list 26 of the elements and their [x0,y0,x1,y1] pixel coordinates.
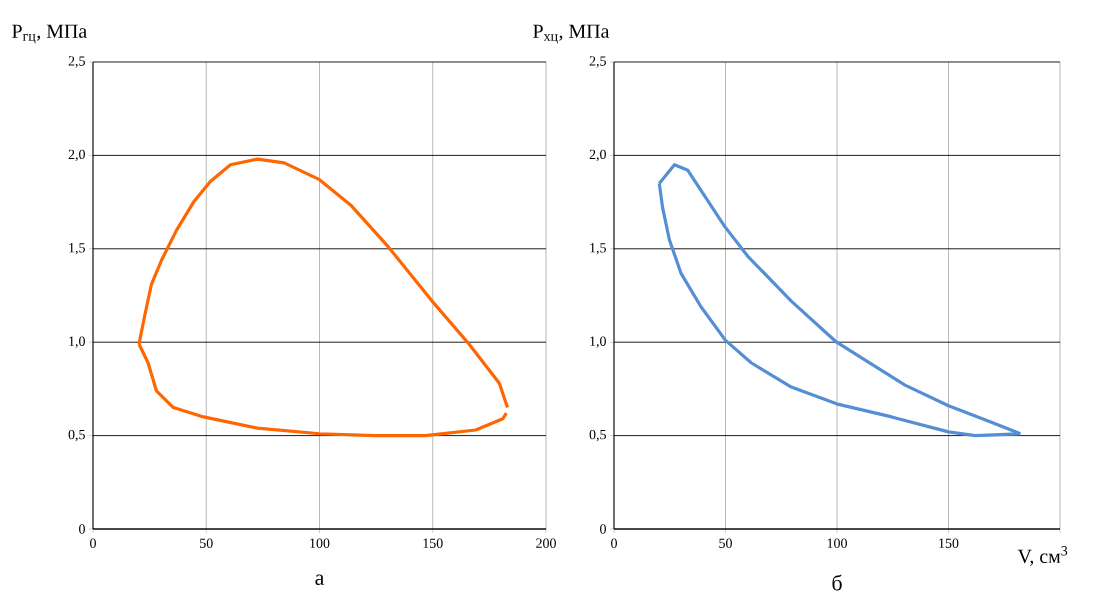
y-axis-title: P$_{хц}$, МПа [533,24,610,44]
x-tick-label: 50 [719,538,732,548]
y-tick-label: 2,5 [68,56,85,68]
text: б [832,574,842,591]
text: а [315,574,325,586]
x-tick-label: 200 [536,538,556,548]
x-tick-label: 100 [310,538,330,548]
x-tick-label: 0 [90,538,96,548]
y-tick-label: 1,0 [590,336,606,348]
y-tick-label: 2,0 [589,149,606,162]
y-tick-label: 1,0 [69,336,85,348]
x-tick-label: 150 [939,538,959,548]
y-tick-label: 2,5 [589,56,606,68]
x-tick-label: 50 [200,538,213,548]
y-tick-label: 0,5 [68,429,85,442]
y-tick-label: 0 [79,524,85,534]
y-tick-label: 0 [600,524,606,534]
x-tick-label: 0 [611,538,617,548]
x-tick-label: 100 [827,538,847,548]
x-axis-title: V, см$^{3}$ [1017,546,1068,566]
y-tick-label: 1,5 [590,243,606,255]
y-tick-label: 2,0 [68,149,85,162]
y-tick-label: 1,5 [69,243,85,255]
y-tick-label: 0,5 [589,429,606,442]
x-tick-label: 150 [423,538,443,548]
y-axis-title: P$_{гц}$, МПа [12,24,87,44]
